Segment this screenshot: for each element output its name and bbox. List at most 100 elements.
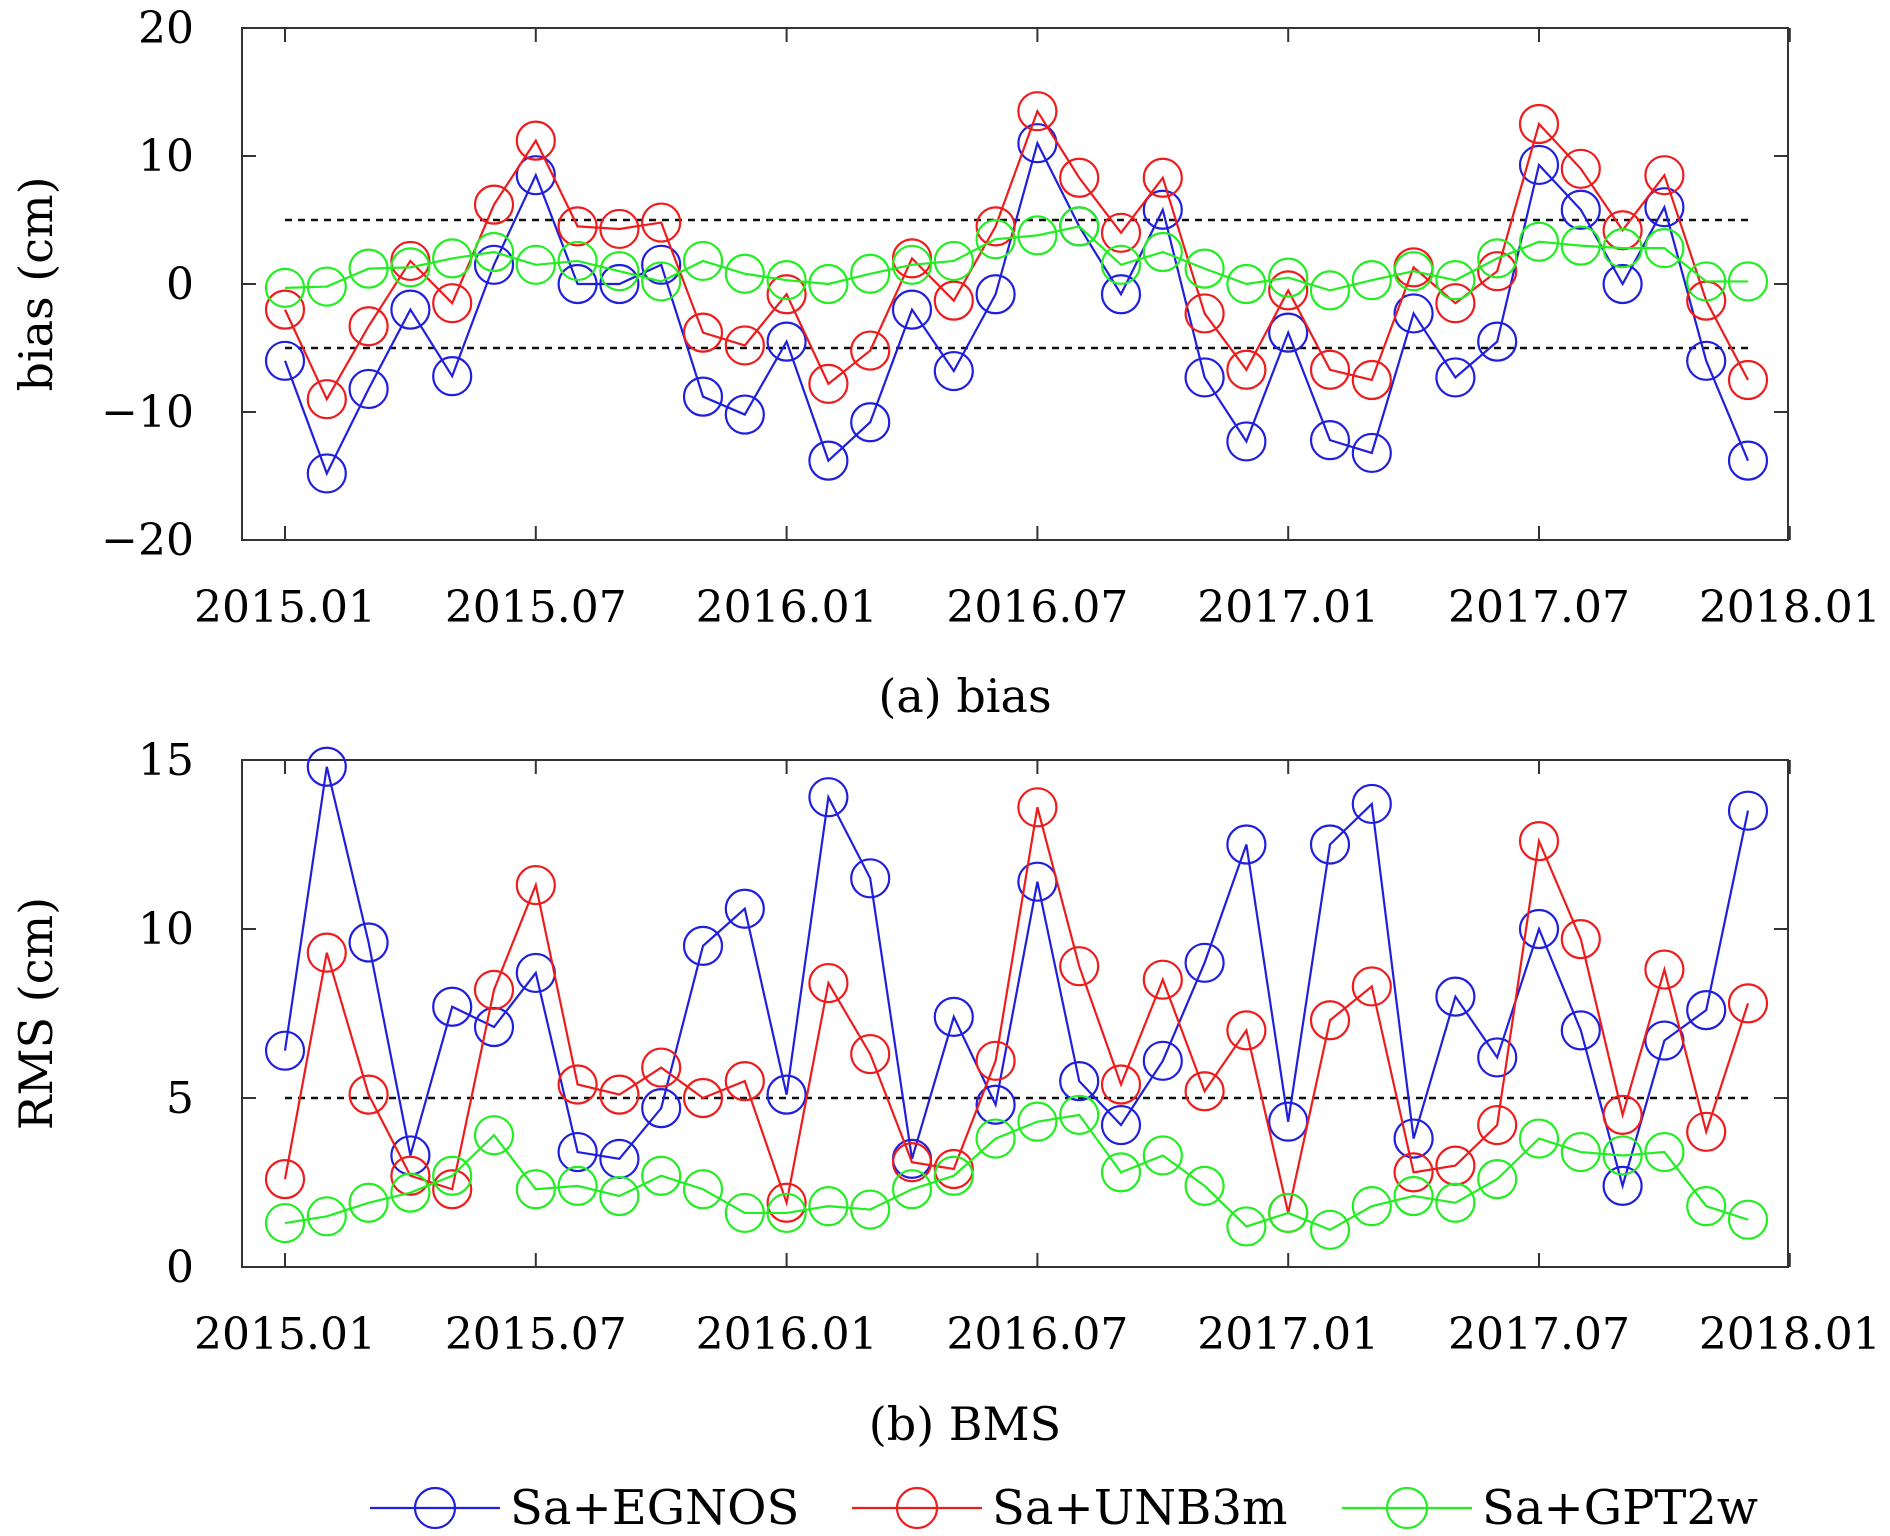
- data-point: [641, 1155, 682, 1196]
- data-point: [1226, 349, 1267, 390]
- data-point: [557, 263, 598, 305]
- data-point: [1727, 359, 1769, 401]
- data-point: [515, 244, 556, 285]
- y-axis-label: bias (cm): [9, 176, 63, 391]
- data-point: [1435, 260, 1476, 301]
- data-point: [306, 453, 347, 494]
- data-point: [1435, 357, 1476, 398]
- x-tick-label: 2017.01: [1197, 1309, 1379, 1360]
- data-point: [348, 306, 389, 347]
- data-point: [1727, 983, 1769, 1024]
- data-point: [306, 932, 347, 973]
- data-point: [1477, 321, 1518, 362]
- data-point: [850, 253, 891, 294]
- data-point: [1017, 91, 1058, 132]
- x-tick-label: 2015.07: [445, 582, 627, 633]
- data-point: [348, 1182, 389, 1223]
- data-point: [348, 1074, 389, 1115]
- data-point: [682, 925, 724, 967]
- data-point: [1602, 1135, 1643, 1176]
- y-tick-label: 0: [166, 259, 194, 310]
- data-point: [1142, 959, 1183, 1000]
- legend-marker-gpt2w: [1385, 1486, 1429, 1530]
- data-point: [432, 1169, 473, 1210]
- data-point: [1017, 787, 1058, 828]
- data-point: [724, 394, 765, 435]
- data-point: [724, 888, 765, 929]
- data-point: [1351, 1186, 1392, 1227]
- data-point: [599, 1175, 640, 1217]
- data-point: [850, 402, 891, 443]
- data-point: [808, 440, 849, 481]
- legend-marker-egnos: [413, 1486, 457, 1530]
- data-point: [1560, 1131, 1601, 1173]
- data-point: [1727, 440, 1769, 481]
- data-point: [473, 969, 515, 1010]
- series-sa-egnos: [264, 746, 1769, 1206]
- x-tick-label: 2018.01: [1699, 1309, 1881, 1360]
- data-point: [1268, 312, 1309, 353]
- series-sa-unb3m: [264, 91, 1769, 420]
- data-point: [1226, 1206, 1267, 1247]
- data-point: [1435, 283, 1476, 324]
- data-point: [1100, 1152, 1142, 1193]
- data-point: [766, 260, 807, 301]
- data-point: [724, 1192, 765, 1234]
- data-point: [1393, 1152, 1434, 1193]
- series-line: [284, 108, 1749, 402]
- data-point: [306, 266, 347, 307]
- data-point: [1602, 228, 1643, 269]
- series-line: [283, 766, 1750, 1190]
- data-point: [1059, 206, 1100, 247]
- data-point: [850, 330, 891, 371]
- data-point: [1518, 821, 1560, 862]
- data-point: [306, 379, 347, 420]
- data-point: [1477, 238, 1518, 279]
- data-point: [1059, 1094, 1100, 1136]
- data-point: [891, 1142, 933, 1183]
- data-point: [975, 1040, 1016, 1081]
- data-point: [682, 240, 724, 282]
- x-tick-label: 2016.07: [946, 1309, 1128, 1360]
- data-point: [1100, 1104, 1142, 1146]
- data-point: [891, 1169, 933, 1210]
- legend-marker-unb3m: [895, 1486, 939, 1530]
- data-point: [1268, 257, 1309, 298]
- data-point: [1686, 340, 1727, 381]
- data-point: [264, 289, 306, 330]
- data-point: [808, 363, 849, 404]
- data-point: [1518, 908, 1560, 950]
- data-point: [1644, 187, 1685, 228]
- data-point: [933, 1148, 974, 1190]
- data-point: [682, 1077, 724, 1119]
- data-point: [1351, 432, 1392, 474]
- data-point: [1435, 1182, 1476, 1223]
- y-axis-label: RMS (cm): [9, 897, 63, 1130]
- legend-label-egnos: Sa+EGNOS: [510, 1480, 799, 1536]
- data-point: [1226, 421, 1267, 462]
- data-point: [975, 206, 1016, 247]
- data-point: [1686, 990, 1727, 1031]
- data-point: [641, 261, 682, 302]
- panel-caption: (a) bias: [878, 669, 1051, 723]
- data-point: [641, 1047, 682, 1088]
- data-point: [390, 1155, 431, 1196]
- data-point: [515, 1169, 556, 1210]
- y-tick-label: 20: [138, 3, 194, 54]
- data-point: [1393, 293, 1434, 334]
- y-tick-label: −10: [101, 387, 194, 438]
- data-point: [641, 202, 682, 243]
- data-point: [1017, 215, 1058, 256]
- data-point: [599, 208, 640, 250]
- data-point: [766, 321, 807, 362]
- data-point: [348, 922, 389, 963]
- data-point: [724, 1060, 765, 1102]
- series-line: [284, 1113, 1749, 1232]
- data-point: [473, 231, 515, 273]
- panel-caption: (b) BMS: [869, 1397, 1061, 1451]
- y-tick-label: 0: [166, 1242, 194, 1293]
- data-point: [933, 280, 974, 321]
- data-point: [1268, 1192, 1309, 1234]
- data-point: [1351, 260, 1392, 301]
- data-point: [1100, 274, 1142, 315]
